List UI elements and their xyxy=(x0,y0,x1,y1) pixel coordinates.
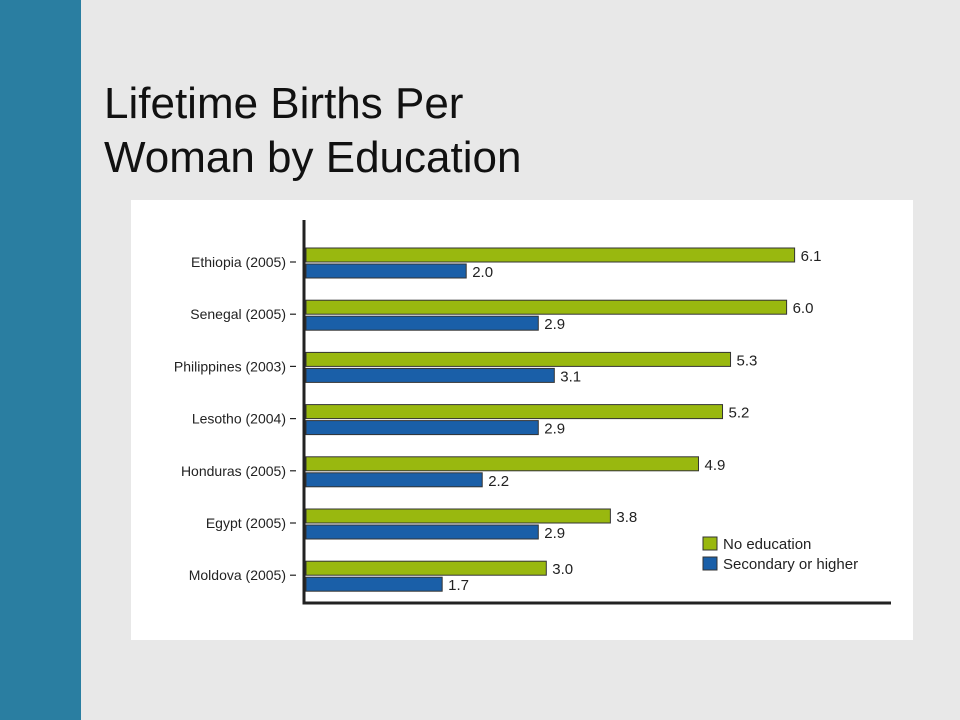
bar-secondary-or-higher xyxy=(305,524,539,540)
category-label: Honduras (2005) xyxy=(181,463,286,479)
bar-value-label: 1.7 xyxy=(448,577,469,594)
category-label: Lesotho (2004) xyxy=(192,411,286,427)
bar-no-education xyxy=(305,247,796,263)
category-label: Moldova (2005) xyxy=(189,567,286,583)
bar-value-label: 5.2 xyxy=(729,405,750,422)
bar-value-label: 2.9 xyxy=(544,421,565,438)
bar-no-education xyxy=(305,456,699,472)
category-label: Ethiopia (2005) xyxy=(191,254,286,270)
bar-no-education xyxy=(305,299,788,315)
bar-secondary-or-higher xyxy=(305,420,539,436)
slide-title: Lifetime Births Per Woman by Education xyxy=(104,77,924,185)
slide-sidebar-accent xyxy=(0,0,81,720)
bar-no-education xyxy=(305,404,724,420)
category-label: Egypt (2005) xyxy=(206,515,286,531)
bar-value-label: 6.1 xyxy=(801,248,822,265)
bar-value-label: 2.2 xyxy=(488,473,509,490)
bar-value-label: 2.9 xyxy=(544,525,565,542)
bar-value-label: 3.8 xyxy=(616,509,637,526)
bar-no-education xyxy=(305,351,732,367)
bar-secondary-or-higher xyxy=(305,315,539,331)
bar-secondary-or-higher xyxy=(305,472,483,488)
bar-value-label: 2.0 xyxy=(472,264,493,281)
bar-secondary-or-higher xyxy=(305,367,555,383)
category-label: Senegal (2005) xyxy=(190,306,286,322)
bar-value-label: 3.0 xyxy=(552,561,573,578)
bar-value-label: 2.9 xyxy=(544,316,565,333)
bar-no-education xyxy=(305,560,547,576)
slide-title-line-2: Woman by Education xyxy=(104,133,522,183)
bar-value-label: 3.1 xyxy=(560,368,581,385)
bar-value-label: 5.3 xyxy=(737,352,758,369)
bar-secondary-or-higher xyxy=(305,263,467,279)
legend-label-secondary: Secondary or higher xyxy=(723,556,858,573)
legend-swatch-no-education xyxy=(702,536,718,551)
legend-label-no-education: No education xyxy=(723,536,811,553)
category-label: Philippines (2003) xyxy=(174,358,286,374)
bar-secondary-or-higher xyxy=(305,576,443,592)
bar-chart: Ethiopia (2005) 6.1 2.0 Senegal (2005) 6.0 2.… xyxy=(174,220,891,605)
chart-panel: Ethiopia (2005) 6.1 2.0 Senegal (2005) 6.0 2.… xyxy=(131,200,913,640)
slide-title-line-1: Lifetime Births Per xyxy=(104,79,464,129)
bar-value-label: 4.9 xyxy=(704,457,725,474)
legend-swatch-secondary xyxy=(702,556,718,571)
bar-value-label: 6.0 xyxy=(793,300,814,317)
bar-no-education xyxy=(305,508,611,524)
